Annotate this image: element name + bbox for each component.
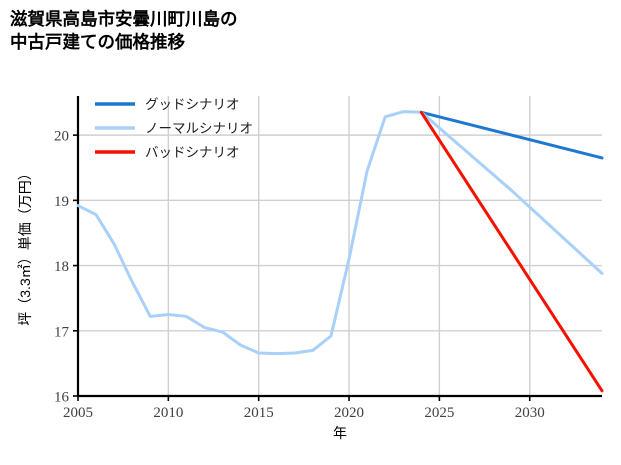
series-line xyxy=(419,110,604,160)
legend-label: グッドシナリオ xyxy=(145,97,240,112)
y-tick-label: 16 xyxy=(54,390,70,406)
x-tick-label: 2020 xyxy=(334,405,364,421)
series-line xyxy=(76,110,604,356)
y-tick-label: 18 xyxy=(54,259,69,275)
x-axis-ticks: 2005 2010 2015 2020 2025 2030 xyxy=(63,396,545,421)
gridlines xyxy=(78,96,602,397)
legend-label: ノーマルシナリオ xyxy=(145,121,253,136)
y-axis-title: 坪（3.3㎡）単価（万円） xyxy=(17,166,33,325)
x-tick-label: 2030 xyxy=(515,405,545,421)
data-series-group xyxy=(76,110,604,393)
y-tick-label: 17 xyxy=(54,324,70,340)
x-axis-title: 年 xyxy=(333,425,347,441)
page-title: 滋賀県高島市安曇川町川島の 中古戸建ての価格推移 xyxy=(10,9,238,52)
x-tick-label: 2005 xyxy=(63,405,93,421)
x-tick-label: 2015 xyxy=(244,405,274,421)
series-line xyxy=(419,110,604,393)
y-axis-ticks: 16 17 18 19 20 xyxy=(54,129,78,406)
legend-label: バッドシナリオ xyxy=(145,145,240,160)
x-tick-label: 2010 xyxy=(153,405,183,421)
x-tick-label: 2025 xyxy=(424,405,454,421)
axes xyxy=(76,96,602,398)
y-tick-label: 19 xyxy=(54,194,69,210)
y-tick-label: 20 xyxy=(54,129,69,145)
